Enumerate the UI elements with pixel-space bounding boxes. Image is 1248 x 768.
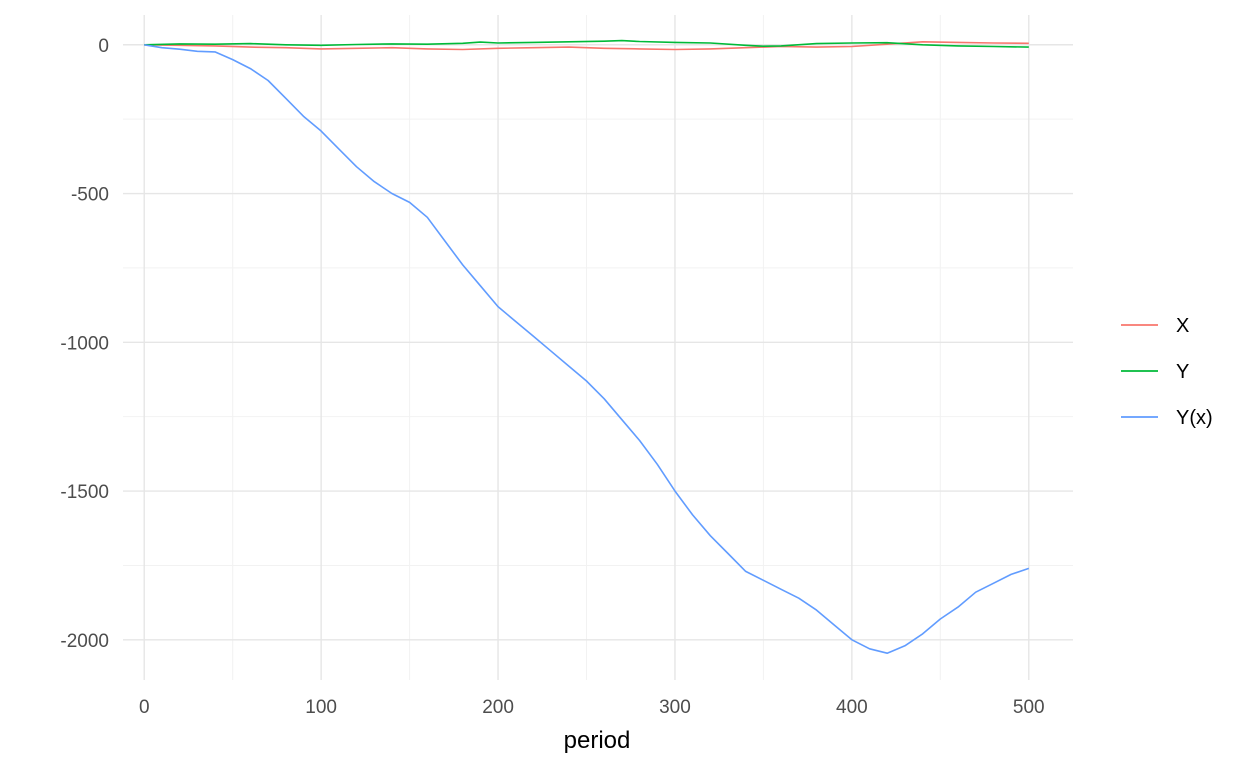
series-line-y bbox=[144, 39, 1029, 48]
legend-item: Y(x) bbox=[1121, 407, 1213, 429]
y-tick-label: -1000 bbox=[60, 333, 109, 354]
y-tick-labels: 0 -500 -1000 -1500 -2000 bbox=[60, 36, 109, 652]
y-tick-label: -500 bbox=[71, 185, 109, 206]
y-tick-label: -1500 bbox=[60, 482, 109, 503]
legend-item: Y bbox=[1121, 361, 1189, 383]
y-tick-label: 0 bbox=[98, 36, 109, 57]
legend-label: Y(x) bbox=[1176, 407, 1213, 429]
legend-label: Y bbox=[1176, 361, 1189, 383]
legend-label: X bbox=[1176, 315, 1189, 337]
x-tick-label: 400 bbox=[836, 697, 868, 718]
x-tick-label: 300 bbox=[659, 697, 691, 718]
x-tick-labels: 0 100 200 300 400 500 bbox=[139, 697, 1045, 718]
legend-item: X bbox=[1121, 315, 1189, 337]
x-tick-label: 500 bbox=[1013, 697, 1045, 718]
x-tick-label: 100 bbox=[305, 697, 337, 718]
major-gridlines bbox=[123, 15, 1073, 680]
legend: X Y Y(x) bbox=[1121, 315, 1213, 429]
x-tick-label: 0 bbox=[139, 697, 150, 718]
y-tick-label: -2000 bbox=[60, 631, 109, 652]
x-axis-title: period bbox=[564, 727, 631, 754]
minor-gridlines bbox=[123, 15, 1073, 680]
series-line-x bbox=[144, 41, 1029, 51]
series-lines bbox=[144, 39, 1030, 654]
x-tick-label: 200 bbox=[482, 697, 514, 718]
series-line-y-x bbox=[144, 44, 1030, 654]
